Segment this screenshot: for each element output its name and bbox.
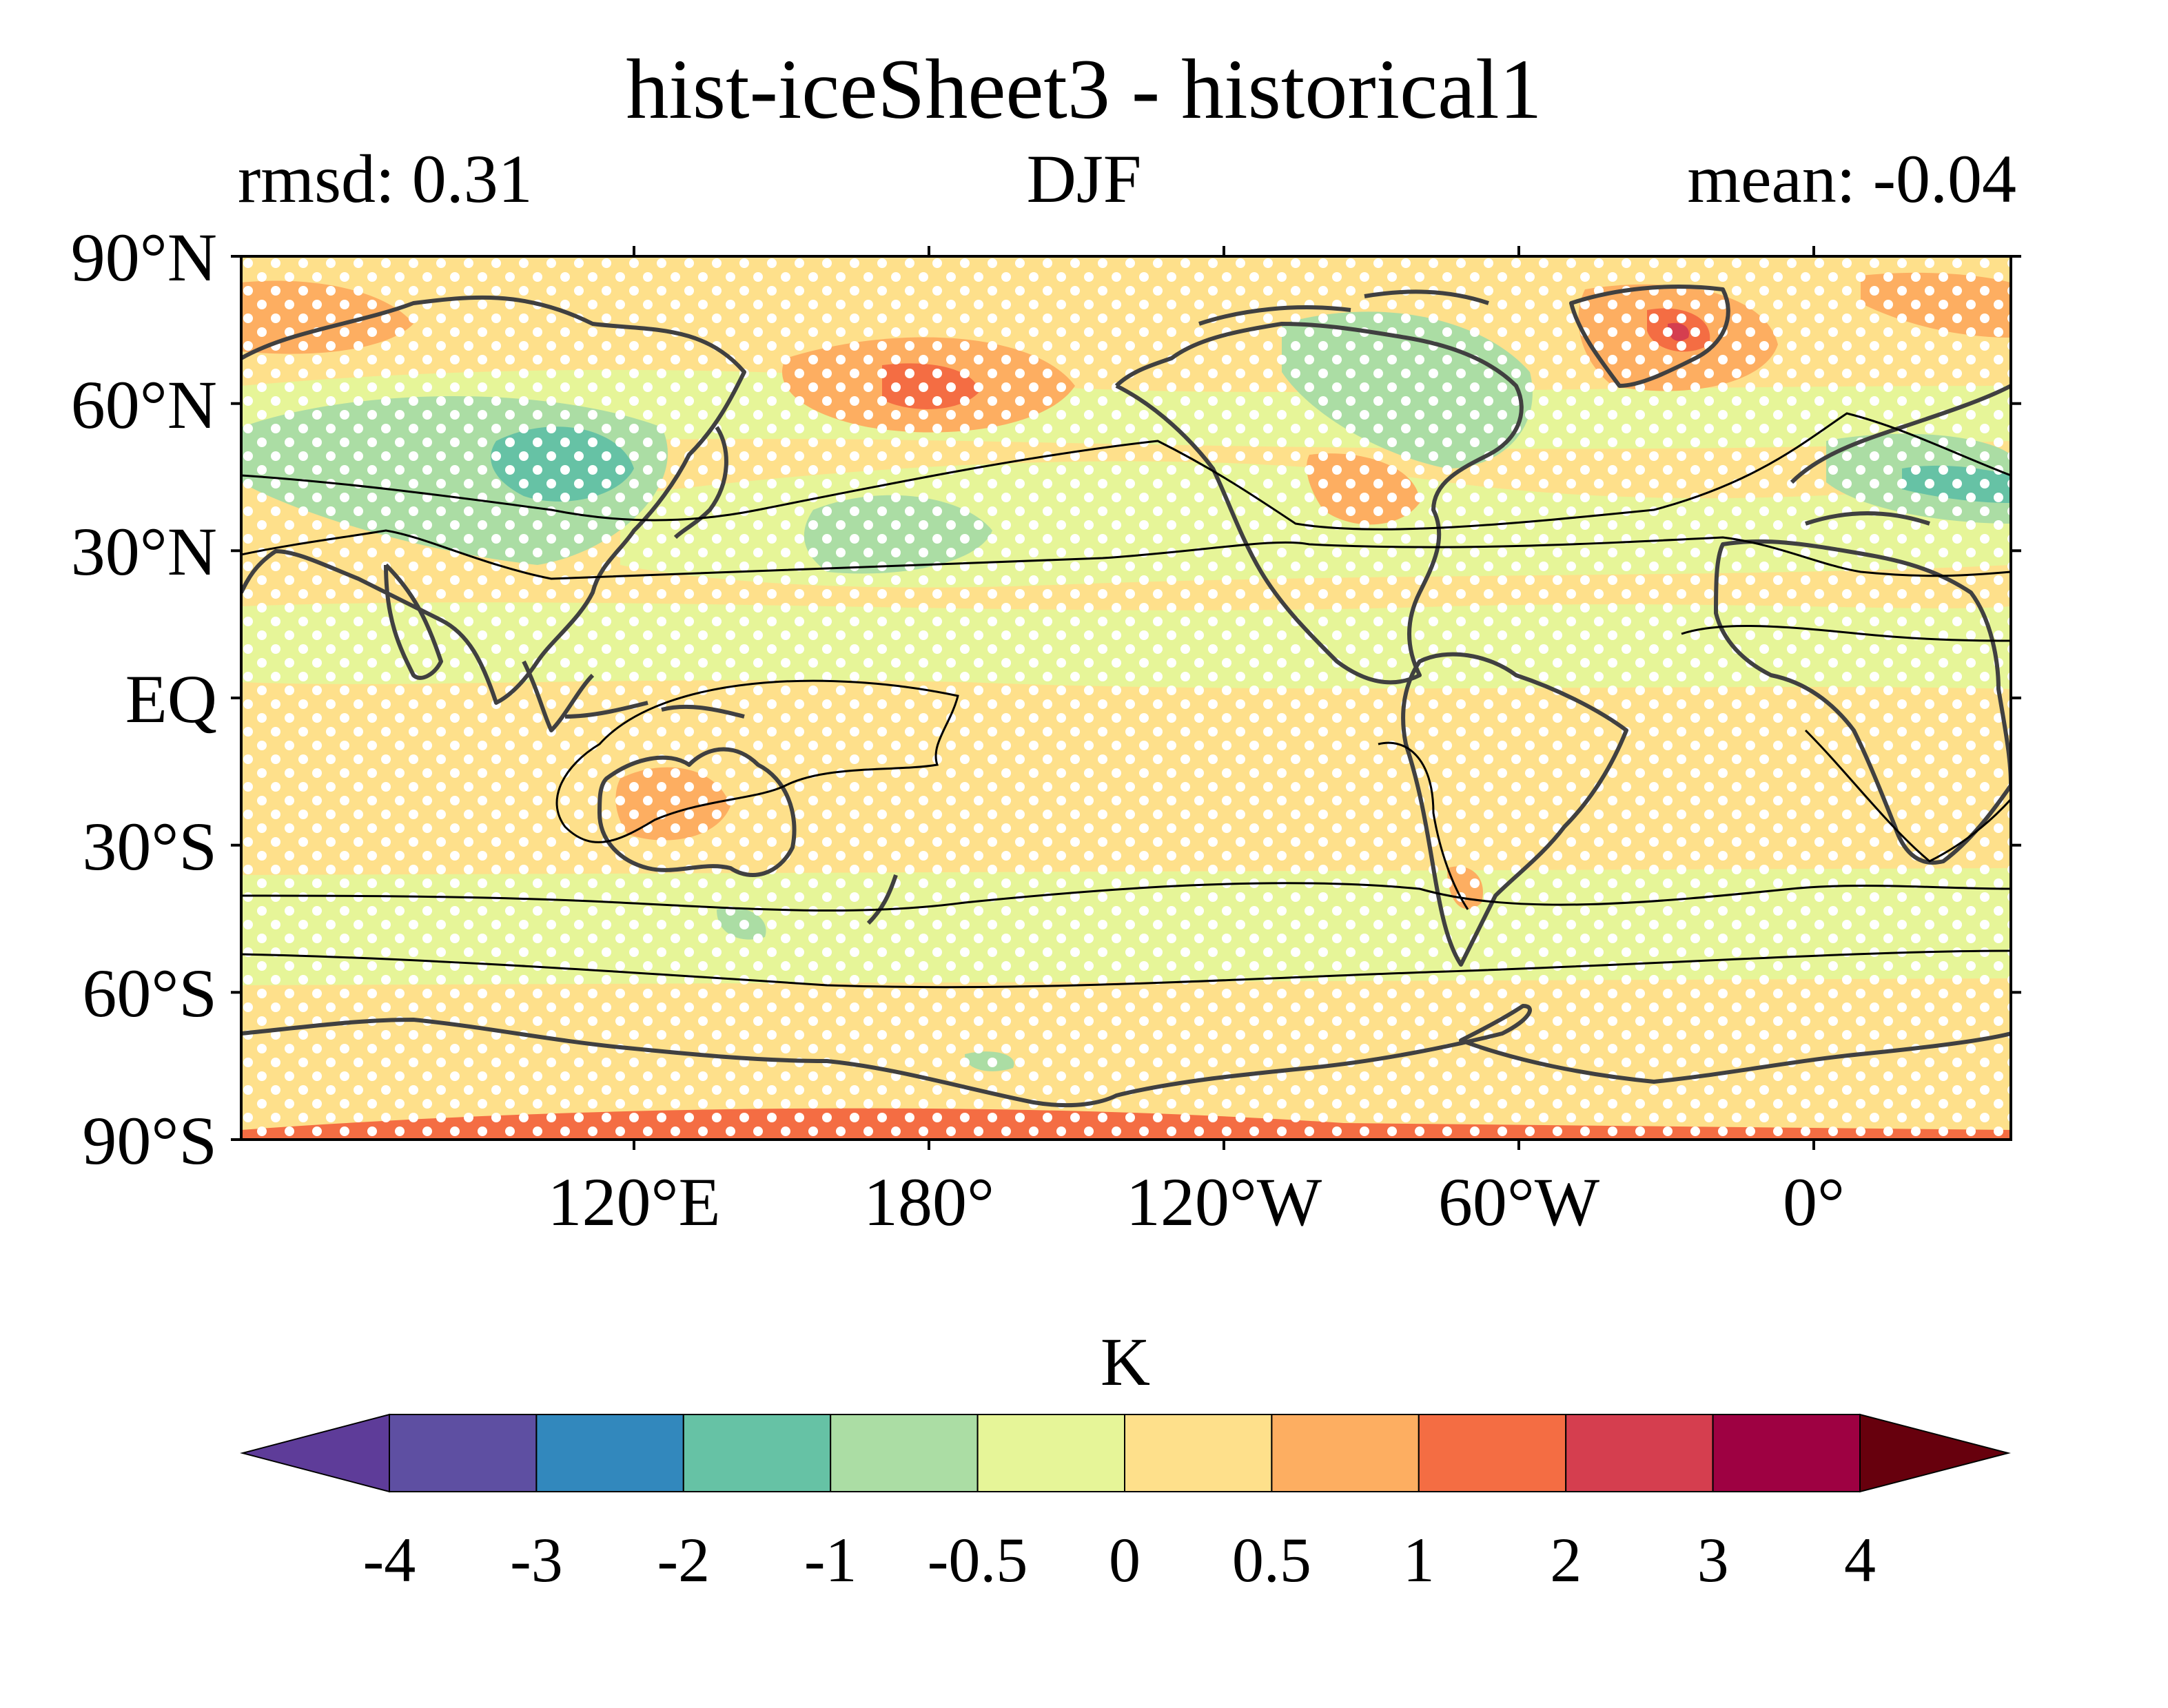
lon-axis — [633, 246, 1815, 1150]
colorbar-segment — [1271, 1414, 1420, 1492]
colorbar-segment — [1418, 1414, 1567, 1492]
colorbar-tick-label: -3 — [510, 1525, 563, 1595]
season-label: DJF — [1026, 141, 1142, 217]
coast-antarctica — [241, 1004, 2011, 1108]
lon-label-120w: 120°W — [1126, 1164, 1322, 1240]
colorbar-segment — [1124, 1414, 1273, 1492]
contour-africa-loop — [1681, 624, 2011, 863]
colorbar-tick-label: -2 — [657, 1525, 710, 1595]
lon-labels: 120°E 180° 120°W 60°W 0° — [547, 1164, 1845, 1240]
colorbar-tick-label: 1 — [1403, 1525, 1435, 1595]
coast-japan — [673, 426, 728, 539]
colorbar-segment — [976, 1414, 1125, 1492]
colorbar-tick-label: 0 — [1109, 1525, 1141, 1595]
colorbar-segment — [535, 1414, 684, 1492]
coast-europe — [1790, 384, 2011, 526]
coast-india — [384, 563, 443, 680]
lat-label-90s: 90°S — [82, 1102, 217, 1179]
coastlines — [241, 285, 2011, 1108]
mean-label: mean: -0.04 — [1687, 141, 2016, 217]
lon-label-60w: 60°W — [1438, 1164, 1600, 1240]
lon-label-0: 0° — [1783, 1164, 1845, 1240]
colorbar-tick-label: 3 — [1697, 1525, 1729, 1595]
contour-nh-30 — [241, 412, 2011, 531]
rmsd-label: rmsd: 0.31 — [238, 141, 533, 217]
lat-label-90n: 90°N — [71, 219, 217, 296]
colorbar-extend-high — [1859, 1413, 2011, 1493]
colorbar-tick-label: -4 — [363, 1525, 416, 1595]
map-title: hist-iceSheet3 - historical1 — [626, 42, 1542, 136]
colorbar-tick-label: 0.5 — [1232, 1525, 1311, 1595]
coast-se-asia — [522, 660, 595, 732]
colorbar-labels: -4 -3 -2 -1 -0.5 0 0.5 1 2 3 4 — [363, 1525, 1876, 1595]
colorbar-tick-label: -0.5 — [928, 1525, 1028, 1595]
coast-south-america — [1401, 652, 1628, 967]
coast-arctic-islands — [1198, 289, 1489, 326]
colorbar-tick-label: 2 — [1550, 1525, 1582, 1595]
colorbar-segment — [682, 1414, 832, 1492]
colorbar-tick-label: 4 — [1844, 1525, 1876, 1595]
significance-stipple — [241, 256, 2011, 1140]
coast-north-america — [1114, 322, 1524, 685]
colorbar-segment — [1565, 1414, 1714, 1492]
coast-indonesia — [564, 701, 745, 719]
coast-eurasia — [241, 295, 746, 705]
coast-newzealand — [866, 874, 898, 925]
contour-nh-20 — [241, 529, 2011, 580]
contour-sa-loop — [1378, 741, 1469, 910]
coast-australia — [597, 747, 797, 877]
lat-label-30n: 30°N — [71, 513, 217, 590]
lat-label-60s: 60°S — [82, 955, 217, 1031]
contour-eq-loop — [555, 679, 959, 843]
contour-sh-55 — [241, 949, 2011, 989]
lat-labels: 90°N 60°N 30°N EQ 30°S 60°S 90°S — [71, 219, 217, 1179]
contour-sh-40 — [241, 882, 2011, 912]
colorbar-segment — [389, 1414, 538, 1492]
coast-africa — [1714, 539, 2011, 865]
lat-label-60n: 60°N — [71, 367, 217, 443]
lat-label-eq: EQ — [125, 661, 217, 737]
lat-axis — [231, 255, 2021, 1141]
lon-label-180: 180° — [863, 1164, 994, 1240]
map-area — [241, 256, 2011, 1140]
colorbar-segment — [1712, 1414, 1861, 1492]
lat-label-30s: 30°S — [82, 808, 217, 885]
colorbar-segment — [830, 1414, 979, 1492]
contours — [241, 412, 2011, 989]
colorbar-extend-low — [240, 1413, 390, 1493]
lon-label-120e: 120°E — [547, 1164, 720, 1240]
colorbar — [240, 1413, 2011, 1493]
colorbar-tick-label: -1 — [804, 1525, 857, 1595]
colorbar-unit-label: K — [1101, 1324, 1150, 1400]
coast-greenland — [1569, 285, 1730, 388]
